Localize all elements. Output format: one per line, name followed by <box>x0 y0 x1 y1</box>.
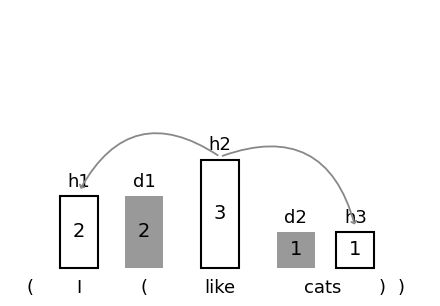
Text: d2: d2 <box>284 209 307 226</box>
Text: (: ( <box>27 279 34 297</box>
Bar <box>337 232 374 268</box>
Text: 3: 3 <box>214 204 226 223</box>
Bar <box>277 232 315 268</box>
Text: h2: h2 <box>209 136 231 155</box>
Text: cats: cats <box>304 279 341 297</box>
Text: 1: 1 <box>290 240 302 259</box>
Text: d1: d1 <box>133 173 156 191</box>
Text: h3: h3 <box>344 209 367 226</box>
Text: ): ) <box>379 279 386 297</box>
Text: h1: h1 <box>68 173 91 191</box>
Text: (: ( <box>141 279 148 297</box>
Text: 2: 2 <box>73 222 85 241</box>
Text: like: like <box>205 279 235 297</box>
Text: 2: 2 <box>138 222 150 241</box>
Bar <box>60 196 98 268</box>
Bar <box>201 160 239 268</box>
Text: I: I <box>77 279 82 297</box>
Bar <box>125 196 163 268</box>
Text: 1: 1 <box>349 240 362 259</box>
Text: ): ) <box>398 279 405 297</box>
